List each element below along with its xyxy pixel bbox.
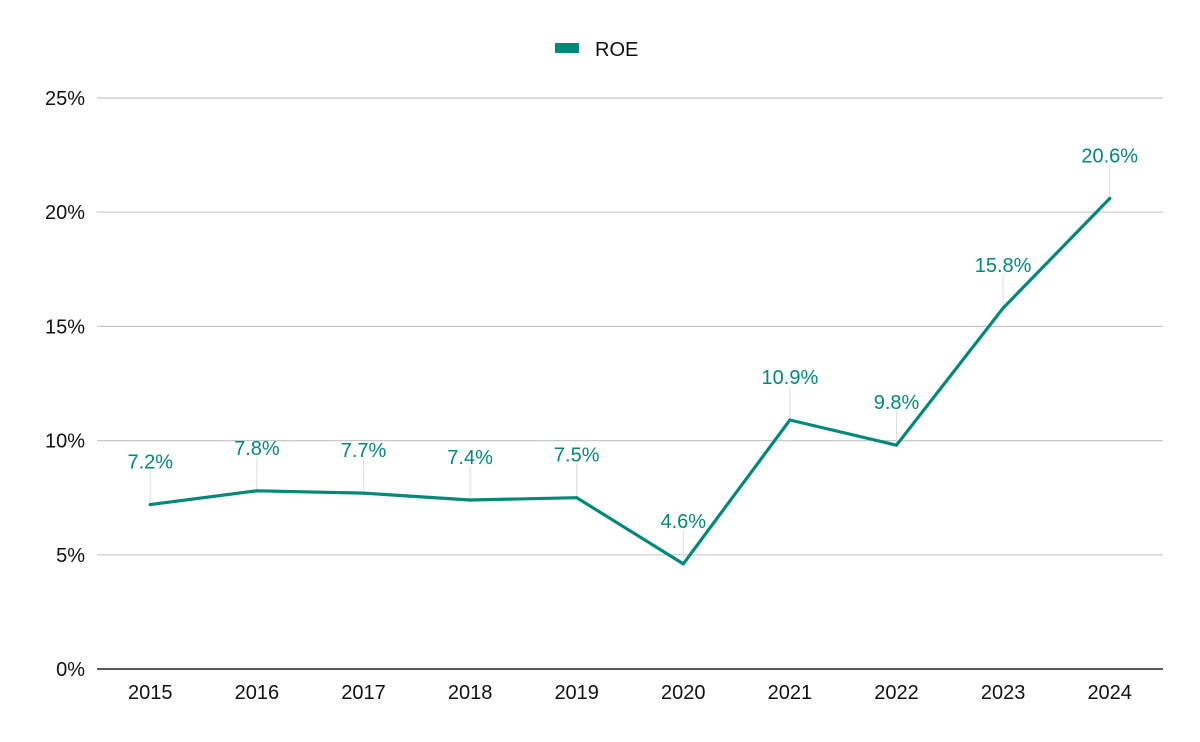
data-label-2015: 7.2%	[128, 452, 174, 474]
legend-label-roe: ROE	[595, 39, 638, 61]
series-roe	[148, 196, 1112, 566]
x-tick-label-2015: 2015	[128, 682, 173, 704]
y-tick-label-20: 20%	[45, 202, 85, 224]
data-label-2023: 15.8%	[975, 255, 1032, 277]
x-tick-label-2018: 2018	[448, 682, 493, 704]
data-label-2017: 7.7%	[341, 440, 387, 462]
data-point-2022	[894, 443, 899, 447]
legend-swatch-roe	[555, 43, 579, 53]
data-label-2024: 20.6%	[1081, 145, 1138, 167]
data-label-leaders	[149, 164, 1111, 564]
data-label-2016: 7.8%	[234, 438, 280, 460]
y-tick-label-5: 5%	[56, 545, 85, 567]
data-point-2016	[255, 489, 259, 493]
y-axis-tick-labels: 0% 5% 10% 15% 20% 25%	[45, 88, 85, 681]
y-tick-label-10: 10%	[45, 431, 85, 453]
x-tick-label-2017: 2017	[341, 682, 386, 704]
data-point-2024	[1108, 196, 1112, 201]
data-point-2018	[468, 498, 472, 502]
x-tick-label-2019: 2019	[554, 682, 599, 704]
data-point-2021	[788, 418, 792, 422]
x-tick-label-2020: 2020	[661, 682, 706, 704]
data-point-2015	[148, 502, 152, 507]
legend: ROE	[555, 39, 638, 61]
x-tick-label-2023: 2023	[981, 682, 1026, 704]
data-label-2019: 7.5%	[554, 445, 600, 467]
data-label-2022: 9.8%	[874, 392, 920, 414]
series-line-roe	[148, 196, 1112, 566]
x-tick-label-2024: 2024	[1087, 682, 1132, 704]
y-tick-label-15: 15%	[45, 316, 85, 338]
x-tick-label-2021: 2021	[768, 682, 813, 704]
data-point-2023	[1001, 306, 1005, 310]
data-point-2019	[575, 496, 579, 500]
data-label-2018: 7.4%	[447, 447, 493, 469]
x-axis-tick-labels: 2015 2016 2017 2018 2019 2020 2021 2022 2023 2024	[128, 682, 1132, 704]
data-point-2017	[361, 491, 366, 495]
x-tick-label-2022: 2022	[874, 682, 919, 704]
gridlines	[97, 97, 1163, 556]
x-tick-label-2016: 2016	[235, 682, 280, 704]
data-labels: 7.2% 7.8% 7.7% 7.4% 7.5% 4.6% 10.9% 9.8% 15.8% 20…	[128, 145, 1139, 532]
y-tick-label-25: 25%	[45, 88, 85, 110]
data-point-2020	[681, 562, 685, 566]
y-tick-label-0: 0%	[56, 659, 85, 681]
data-label-2020: 4.6%	[661, 511, 707, 533]
data-label-2021: 10.9%	[762, 367, 819, 389]
